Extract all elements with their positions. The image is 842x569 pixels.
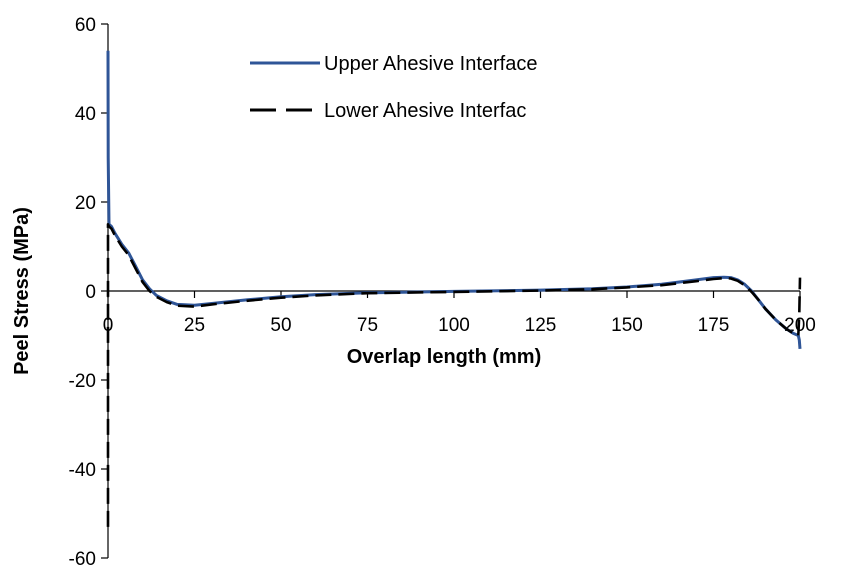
series-layer xyxy=(106,50,802,527)
x-tick-label: 75 xyxy=(357,315,378,336)
legend-label: Upper Ahesive Interface xyxy=(324,53,537,75)
x-tick-label: 0 xyxy=(103,315,114,336)
legend-label: Lower Ahesive Interfac xyxy=(324,100,526,122)
x-axis: 0 25 50 75 100 125 150 175 200 xyxy=(103,290,816,336)
y-tick-label: 60 xyxy=(75,15,96,36)
series-line-lower xyxy=(106,223,802,527)
x-tick-label: 125 xyxy=(525,315,557,336)
x-tick-label: 150 xyxy=(611,315,643,336)
y-tick-label: -60 xyxy=(69,549,96,569)
legend: Upper Ahesive Interface Lower Ahesive Int… xyxy=(250,53,537,122)
y-tick-label: -20 xyxy=(69,371,96,392)
y-axis-title: Peel Stress (MPa) xyxy=(11,207,33,375)
y-tick-label: 20 xyxy=(75,193,96,214)
y-tick-label: -40 xyxy=(69,460,96,481)
x-tick-label: 25 xyxy=(184,315,205,336)
y-tick-label: 0 xyxy=(85,282,96,303)
x-tick-label: 50 xyxy=(270,315,291,336)
y-tick-label: 40 xyxy=(75,104,96,125)
x-tick-label: 175 xyxy=(698,315,730,336)
y-axis: 60 40 20 0 -20 -40 -60 xyxy=(69,15,109,569)
x-tick-label: 100 xyxy=(438,315,470,336)
x-axis-title: Overlap length (mm) xyxy=(347,346,541,368)
